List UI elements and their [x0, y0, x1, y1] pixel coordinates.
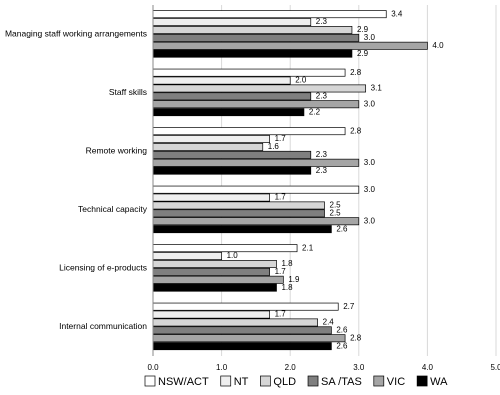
- value-label: 2.3: [316, 91, 328, 100]
- bar: [152, 84, 367, 93]
- value-label: 1.7: [275, 193, 287, 202]
- value-label: 2.5: [330, 201, 342, 210]
- bar: [152, 244, 298, 253]
- bar: [152, 143, 264, 151]
- value-label: 3.0: [364, 99, 376, 108]
- bar: [152, 18, 312, 27]
- legend-label: SA /TAS: [321, 376, 362, 388]
- bar: [152, 318, 318, 327]
- bar: [152, 33, 360, 42]
- x-tick-label: 4.0: [422, 363, 434, 372]
- bar: [152, 302, 339, 311]
- legend-swatch: [373, 375, 385, 387]
- bar: [152, 68, 346, 77]
- bar: [152, 10, 387, 19]
- bar: [152, 135, 270, 143]
- bar: [152, 201, 325, 210]
- bar: [152, 310, 270, 319]
- value-label: 2.9: [357, 49, 369, 58]
- value-label: 3.0: [364, 158, 376, 167]
- y-tick-label: Licensing of e-products: [59, 263, 147, 273]
- bar: [152, 185, 360, 194]
- legend-label: QLD: [273, 376, 296, 388]
- x-tick-label: 2.0: [285, 363, 297, 372]
- value-label: 3.1: [371, 84, 383, 93]
- value-label: 2.3: [316, 17, 328, 26]
- bar: [152, 26, 353, 34]
- value-label: 2.8: [350, 333, 362, 342]
- legend-swatch: [307, 375, 319, 387]
- value-label: 2.6: [336, 224, 348, 233]
- bar: [152, 108, 305, 117]
- value-label: 1.6: [268, 142, 280, 151]
- bar: [152, 225, 332, 234]
- bar: [152, 150, 312, 159]
- value-label: 2.0: [295, 76, 307, 85]
- bar: [152, 209, 325, 218]
- bar: [152, 49, 353, 58]
- legend-label: VIC: [387, 376, 405, 388]
- value-label: 1.8: [281, 259, 293, 268]
- x-tick-label: 3.0: [353, 363, 365, 372]
- value-label: 2.3: [316, 166, 328, 175]
- bar: [152, 267, 270, 276]
- value-label: 2.6: [336, 341, 348, 350]
- bar: [152, 334, 346, 343]
- bar: [152, 76, 291, 85]
- value-label: 3.0: [364, 33, 376, 42]
- value-label: 2.2: [309, 107, 321, 116]
- value-label: 2.8: [350, 68, 362, 77]
- bar: [152, 166, 312, 175]
- value-label: 3.0: [364, 216, 376, 225]
- y-tick-label: Remote working: [86, 146, 148, 156]
- legend-swatch: [220, 375, 232, 387]
- x-tick-label: 1.0: [216, 363, 228, 372]
- bar: [152, 275, 284, 284]
- value-label: 3.0: [364, 185, 376, 194]
- value-label: 2.7: [343, 302, 355, 311]
- bar: [152, 193, 270, 202]
- legend-swatch: [260, 375, 271, 387]
- value-label: 1.7: [275, 134, 287, 143]
- bar: [152, 217, 360, 226]
- value-label: 2.1: [302, 243, 314, 252]
- legend-swatch: [416, 375, 428, 387]
- value-label: 1.7: [275, 267, 287, 276]
- value-label: 1.0: [227, 251, 239, 260]
- value-label: 2.3: [316, 150, 328, 159]
- x-tick-label: 0.0: [147, 363, 159, 372]
- value-label: 4.0: [432, 41, 444, 50]
- bar: [152, 252, 222, 260]
- bar: [152, 260, 277, 268]
- value-label: 1.9: [288, 275, 300, 284]
- bar: [152, 100, 360, 109]
- legend-label: WA: [430, 376, 448, 388]
- value-label: 2.6: [336, 325, 348, 334]
- bar: [152, 92, 312, 101]
- value-label: 2.9: [357, 25, 369, 34]
- bar: [152, 127, 346, 136]
- bar: [152, 326, 332, 335]
- value-label: 2.4: [323, 318, 335, 327]
- value-label: 1.7: [275, 310, 287, 319]
- legend-label: NSW/ACT: [158, 376, 209, 388]
- x-tick-label: 5.0: [490, 363, 500, 372]
- legend-label: NT: [234, 376, 249, 388]
- y-tick-label: Internal communication: [59, 321, 147, 331]
- bar: [152, 283, 277, 292]
- bar: [152, 41, 428, 50]
- y-tick-label: Staff skills: [109, 87, 147, 97]
- y-tick-label: Technical capacity: [78, 204, 148, 214]
- legend-swatch: [144, 375, 156, 387]
- y-tick-label: Managing staff working arrangements: [5, 29, 147, 39]
- value-label: 3.4: [391, 9, 403, 18]
- value-label: 2.5: [330, 208, 342, 217]
- bar: [152, 342, 332, 351]
- value-label: 2.8: [350, 126, 362, 135]
- bar: [152, 158, 360, 167]
- value-label: 1.8: [281, 283, 293, 292]
